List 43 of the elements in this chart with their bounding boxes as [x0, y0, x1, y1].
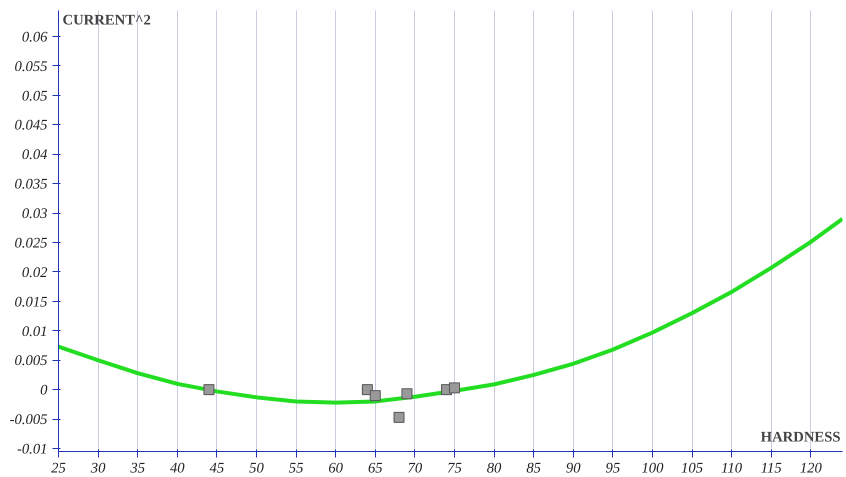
x-tick-label: 45	[210, 460, 224, 476]
y-tick-label: 0.02	[22, 264, 48, 281]
x-tick-label: 105	[681, 460, 704, 476]
y-tick-label: 0.01	[22, 324, 48, 340]
point	[370, 390, 381, 402]
y-tick-label: 0.03	[22, 206, 48, 222]
y-tick-label: 0.005	[14, 353, 48, 370]
y-tick-label: 0	[40, 382, 48, 399]
y-tick-label: -0.01	[16, 442, 48, 458]
x-tick-label: 30	[90, 460, 106, 476]
x-tick-label: 95	[606, 460, 620, 476]
x-axis-title: HARDNESS	[760, 430, 841, 446]
x-tick-label: 25	[51, 460, 66, 476]
x-tick-label: 120	[800, 460, 822, 476]
x-tick-label: 110	[721, 460, 743, 476]
line-series	[58, 216, 842, 405]
x-tick-label: 70	[408, 460, 423, 476]
y-tick-label: 0.015	[14, 294, 48, 310]
y-tick-label: 0.035	[14, 176, 48, 193]
y-tick-label: 0.055	[14, 58, 48, 75]
x-tick-label: 85	[526, 460, 541, 476]
x-tick-label: 75	[447, 460, 462, 476]
point	[394, 412, 405, 423]
point	[203, 384, 214, 396]
x-tick-label: 40	[170, 460, 186, 476]
x-tick-label: 35	[129, 460, 146, 476]
y-tick-label: 0.045	[14, 118, 48, 134]
y-tick-label: 0.05	[22, 88, 48, 104]
x-tick-label: 90	[566, 460, 582, 476]
x-tick-label: 100	[641, 460, 664, 476]
point	[448, 382, 460, 394]
point	[401, 388, 412, 400]
y-tick-label: 0.04	[22, 147, 48, 164]
x-tick-label: 60	[328, 460, 344, 476]
x-tick-label: 80	[486, 460, 502, 476]
x-tick-label: 50	[249, 460, 264, 476]
y-tick-label: 0.025	[14, 235, 48, 252]
x-tick-label: 65	[368, 460, 383, 476]
y-tick-label: -0.005	[10, 412, 48, 428]
y-axis-title: CURRENT^2	[62, 12, 151, 28]
x-tick-label: 55	[288, 460, 304, 476]
x-tick-label: 115	[760, 460, 782, 476]
y-tick-label: 0.06	[22, 29, 48, 46]
